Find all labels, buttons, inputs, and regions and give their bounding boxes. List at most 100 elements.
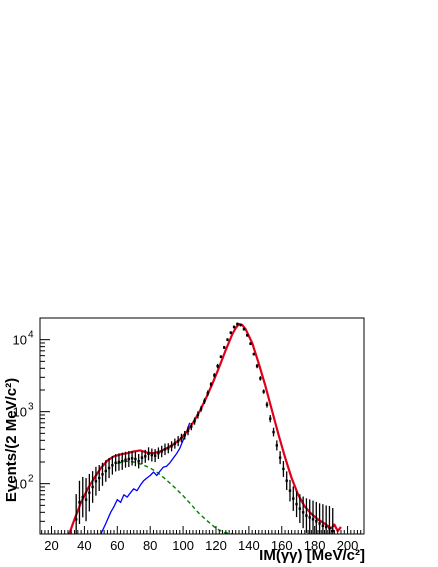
data-point bbox=[180, 433, 183, 443]
data-marker bbox=[229, 331, 232, 334]
data-marker bbox=[180, 436, 183, 440]
data-point bbox=[147, 447, 150, 461]
data-point bbox=[242, 327, 246, 331]
data-marker bbox=[278, 456, 282, 459]
data-marker bbox=[219, 355, 223, 358]
x-tick-label: 40 bbox=[77, 538, 91, 553]
data-point bbox=[226, 338, 229, 342]
data-point bbox=[117, 453, 121, 471]
data-marker bbox=[91, 485, 94, 489]
data-marker bbox=[295, 502, 298, 506]
data-point bbox=[252, 352, 256, 356]
data-point bbox=[81, 476, 84, 518]
data-point bbox=[295, 491, 298, 518]
data-point bbox=[134, 451, 137, 467]
data-point bbox=[301, 496, 305, 529]
data-marker bbox=[186, 429, 190, 433]
data-point bbox=[104, 460, 107, 482]
data-point bbox=[275, 440, 279, 451]
data-point bbox=[311, 500, 315, 534]
data-marker bbox=[265, 403, 269, 406]
x-tick-label: 120 bbox=[205, 538, 227, 553]
data-point bbox=[216, 363, 219, 369]
data-point bbox=[153, 449, 157, 463]
data-point bbox=[190, 423, 193, 431]
data-marker bbox=[318, 522, 321, 525]
data-marker bbox=[111, 464, 114, 467]
data-marker bbox=[249, 342, 252, 345]
data-point bbox=[150, 448, 154, 462]
data-marker bbox=[315, 520, 318, 523]
data-marker bbox=[255, 364, 259, 368]
data-marker bbox=[324, 525, 328, 529]
data-point bbox=[114, 454, 117, 472]
y-tick-exponent: 3 bbox=[28, 402, 34, 413]
data-marker bbox=[104, 469, 107, 473]
data-marker bbox=[298, 507, 302, 510]
x-tick-label: 80 bbox=[143, 538, 157, 553]
data-point bbox=[249, 342, 252, 346]
data-point bbox=[121, 452, 124, 470]
data-marker bbox=[88, 491, 91, 494]
y-axis-title: Events/(2 MeV/c²) bbox=[3, 378, 20, 502]
data-point bbox=[318, 503, 321, 534]
x-tick-label: 20 bbox=[44, 538, 58, 553]
data-point bbox=[167, 443, 170, 454]
data-point bbox=[232, 325, 236, 329]
data-point bbox=[140, 451, 144, 465]
data-marker bbox=[331, 529, 334, 533]
data-point bbox=[111, 455, 114, 475]
data-marker bbox=[239, 323, 242, 327]
data-marker bbox=[252, 352, 256, 356]
data-point bbox=[288, 479, 292, 502]
data-point bbox=[130, 451, 134, 466]
data-marker bbox=[94, 480, 98, 483]
data-point bbox=[157, 447, 160, 459]
y-tick-label: 10 bbox=[13, 333, 27, 348]
y-tick-exponent: 4 bbox=[28, 330, 34, 341]
y-tick-exponent: 2 bbox=[28, 474, 34, 485]
data-marker bbox=[121, 460, 124, 463]
data-point bbox=[265, 401, 269, 408]
data-marker bbox=[81, 495, 84, 499]
data-marker bbox=[98, 476, 101, 480]
data-point bbox=[101, 462, 104, 486]
data-marker bbox=[209, 383, 213, 386]
data-marker bbox=[183, 434, 186, 437]
data-point bbox=[94, 466, 98, 496]
data-marker bbox=[272, 430, 275, 434]
data-marker bbox=[130, 457, 134, 460]
data-marker bbox=[134, 457, 137, 461]
data-marker bbox=[292, 497, 295, 500]
data-point bbox=[74, 494, 78, 534]
data-marker bbox=[127, 457, 131, 461]
data-point bbox=[199, 405, 203, 412]
data-marker bbox=[199, 407, 203, 410]
data-marker bbox=[101, 473, 104, 476]
data-point bbox=[308, 499, 311, 534]
data-marker bbox=[153, 454, 157, 457]
data-marker bbox=[236, 322, 239, 326]
data-marker bbox=[223, 346, 226, 349]
background-fit-line bbox=[117, 460, 233, 534]
data-point bbox=[219, 355, 223, 359]
data-marker bbox=[213, 374, 216, 377]
data-point bbox=[98, 465, 101, 491]
data-marker bbox=[78, 501, 81, 504]
data-point bbox=[262, 389, 265, 394]
data-marker bbox=[144, 455, 147, 458]
data-marker bbox=[196, 413, 200, 417]
data-marker bbox=[117, 460, 121, 464]
data-marker bbox=[150, 453, 154, 457]
data-marker bbox=[193, 419, 196, 423]
y-tick-label: 10 bbox=[13, 405, 27, 420]
data-marker bbox=[163, 448, 167, 451]
data-point bbox=[328, 505, 331, 534]
data-marker bbox=[321, 524, 325, 527]
data-point bbox=[223, 346, 226, 349]
data-point bbox=[107, 457, 111, 479]
data-point bbox=[203, 398, 206, 405]
data-marker bbox=[259, 377, 262, 380]
data-point bbox=[124, 451, 127, 468]
